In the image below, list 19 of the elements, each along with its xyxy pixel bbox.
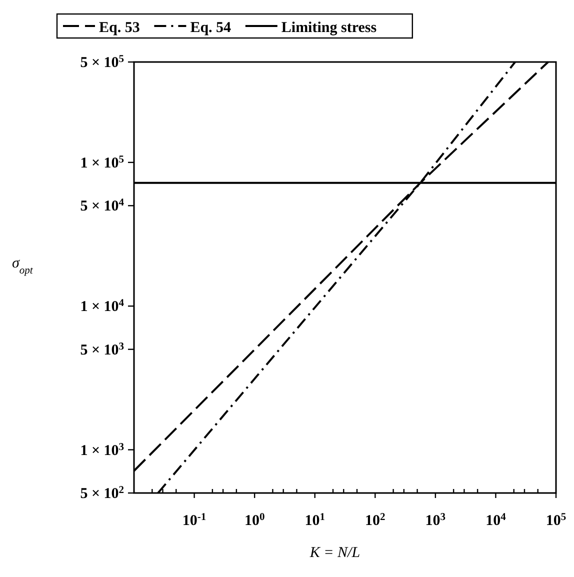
y-tick-label: 5 × 10$^{2}$ bbox=[80, 484, 124, 502]
legend-label: Eq. 54 bbox=[190, 20, 232, 36]
x-tick-label: 10$^{4}$ bbox=[486, 512, 507, 529]
legend-label: Eq. 53 bbox=[99, 20, 140, 36]
y-tick-label: 1 × 10$^{4}$ bbox=[80, 298, 125, 316]
legend-label: Limiting stress bbox=[281, 20, 377, 36]
y-tick-label: 5 × 10$^{5}$ bbox=[80, 54, 124, 71]
y-tick-label: 5 × 10$^{4}$ bbox=[80, 197, 125, 215]
x-tick-label: 10$^{-1}$ bbox=[182, 512, 206, 529]
x-tick-label: 10$^{3}$ bbox=[425, 512, 446, 529]
x-tick-label: 10$^{5}$ bbox=[546, 512, 566, 529]
y-tick-label: 1 × 10$^{5}$ bbox=[80, 154, 124, 172]
y-axis-title: σ$_{opt}$ bbox=[12, 256, 34, 276]
x-tick-label: 10$^{0}$ bbox=[244, 512, 265, 529]
x-tick-label: 10$^{2}$ bbox=[365, 512, 386, 529]
y-tick-label: 5 × 10$^{3}$ bbox=[80, 340, 124, 358]
x-axis-title: K = N/L bbox=[308, 545, 360, 561]
x-tick-label: 10$^{1}$ bbox=[304, 512, 325, 529]
y-tick-label: 1 × 10$^{3}$ bbox=[80, 441, 124, 459]
